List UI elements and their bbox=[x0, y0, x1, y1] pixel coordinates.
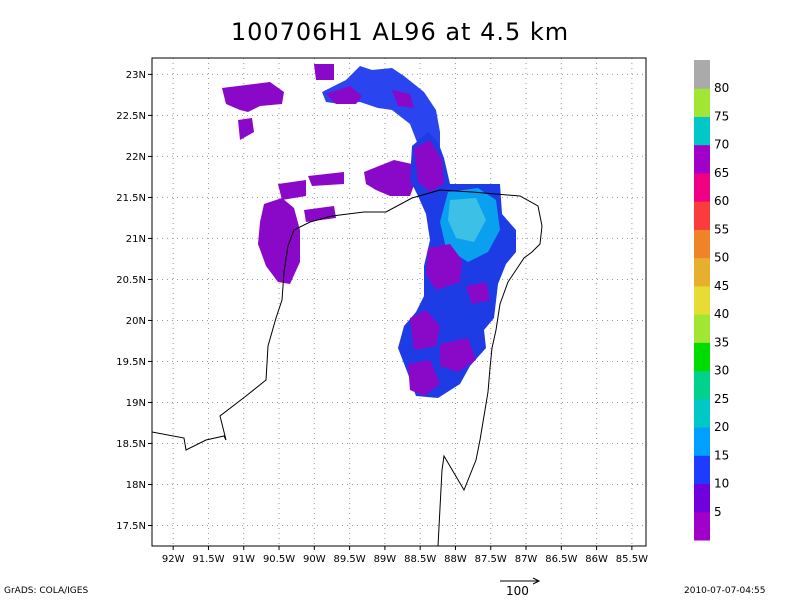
longitude-label: 92W bbox=[162, 554, 185, 565]
colorbar-label: 80 bbox=[714, 81, 729, 95]
latitude-label: 18N bbox=[126, 480, 146, 491]
colorbar-label: 35 bbox=[714, 335, 729, 349]
colorbar-swatch bbox=[694, 88, 710, 117]
colorbar-label: 20 bbox=[714, 420, 729, 434]
latitude-label: 22N bbox=[126, 152, 146, 163]
footer-credit: GrADS: COLA/IGES bbox=[4, 586, 89, 596]
colorbar-label: 75 bbox=[714, 109, 729, 123]
colorbar-label: 60 bbox=[714, 194, 729, 208]
longitude-label: 85.5W bbox=[616, 554, 648, 565]
colorbar-label: 70 bbox=[714, 138, 729, 152]
shade-region bbox=[448, 198, 486, 242]
latitude-label: 17.5N bbox=[116, 521, 146, 532]
longitude-label: 88.5W bbox=[404, 554, 436, 565]
colorbar-label: 40 bbox=[714, 307, 729, 321]
latitude-label: 20N bbox=[126, 316, 146, 327]
colorbar-label: 30 bbox=[714, 364, 729, 378]
colorbar-swatch bbox=[694, 370, 710, 400]
latitude-label: 22.5N bbox=[116, 111, 146, 122]
longitude-label: 87W bbox=[515, 554, 538, 565]
plot-frame bbox=[151, 57, 647, 547]
longitude-labels: 92W 91.5W 91W 90.5W 90W 89.5W 89W 88.5W 88W 87.5W… bbox=[162, 546, 648, 565]
longitude-label: 88W bbox=[444, 554, 467, 565]
colorbar-swatch bbox=[694, 144, 710, 174]
shade-region bbox=[304, 206, 336, 222]
latitude-label: 19N bbox=[126, 398, 146, 409]
colorbar-swatch bbox=[694, 60, 710, 89]
shade-region bbox=[258, 198, 300, 284]
longitude-label: 89W bbox=[374, 554, 397, 565]
colorbar-swatch bbox=[694, 427, 710, 456]
shade-region bbox=[364, 160, 416, 196]
longitude-label: 86.5W bbox=[545, 554, 577, 565]
footer-timestamp: 2010-07-07-04:55 bbox=[684, 586, 766, 596]
colorbar-swatch bbox=[694, 172, 710, 202]
longitude-label: 90.5W bbox=[263, 554, 295, 565]
colorbar-swatch bbox=[694, 257, 710, 287]
colorbar-swatch bbox=[694, 342, 710, 372]
shade-region bbox=[314, 64, 334, 80]
coastline bbox=[152, 189, 543, 546]
shade-region bbox=[278, 180, 306, 200]
colorbar-label: 65 bbox=[714, 166, 729, 180]
longitude-label: 91.5W bbox=[192, 554, 224, 565]
vector-scale-label: 100 bbox=[506, 584, 529, 598]
wind-speed-shading bbox=[222, 64, 516, 398]
shade-region bbox=[392, 90, 414, 108]
colorbar-swatch bbox=[694, 398, 710, 428]
longitude-label: 87.5W bbox=[475, 554, 507, 565]
latitude-label: 20.5N bbox=[116, 275, 146, 286]
colorbar-label: 25 bbox=[714, 392, 729, 406]
colorbar-swatch bbox=[694, 511, 710, 541]
longitude-label: 89.5W bbox=[334, 554, 366, 565]
latitude-label: 21N bbox=[126, 234, 146, 245]
colorbar-label: 15 bbox=[714, 448, 729, 462]
shade-region bbox=[414, 140, 444, 192]
shade-region bbox=[308, 172, 344, 186]
colorbar-label: 10 bbox=[714, 477, 729, 491]
colorbar-swatch bbox=[694, 483, 710, 513]
latitude-labels: 23N 22.5N 22N 21.5N 21N 20.5N 20N 19.5N 19N 18.5N… bbox=[116, 70, 152, 532]
colorbar-label: 50 bbox=[714, 251, 729, 265]
colorbar: 5 10 15 20 25 30 35 40 45 50 55 60 65 70 75 80 bbox=[694, 60, 729, 541]
shade-region bbox=[408, 360, 440, 396]
colorbar-label: 55 bbox=[714, 222, 729, 236]
longitude-label: 86W bbox=[585, 554, 608, 565]
shade-region bbox=[426, 244, 462, 290]
latitude-label: 19.5N bbox=[116, 357, 146, 368]
map-title: 100706H1 AL96 at 4.5 km bbox=[230, 18, 570, 46]
shade-region bbox=[222, 82, 284, 112]
colorbar-swatch bbox=[694, 229, 710, 259]
vector-scale-arrow bbox=[500, 577, 541, 585]
latitude-label: 23N bbox=[126, 70, 146, 81]
shade-region bbox=[466, 282, 490, 304]
colorbar-swatch bbox=[694, 314, 710, 343]
shade-region bbox=[440, 338, 476, 372]
shade-region bbox=[238, 118, 254, 140]
longitude-label: 91W bbox=[232, 554, 255, 565]
colorbar-label: 45 bbox=[714, 279, 729, 293]
latitude-label: 18.5N bbox=[116, 439, 146, 450]
colorbar-swatch bbox=[694, 285, 710, 315]
colorbar-swatch bbox=[694, 201, 710, 230]
shade-region bbox=[410, 310, 440, 350]
colorbar-swatch bbox=[694, 116, 710, 146]
longitude-label: 90W bbox=[303, 554, 326, 565]
shade-region bbox=[326, 86, 362, 104]
map-grid bbox=[152, 58, 646, 546]
colorbar-swatch bbox=[694, 455, 710, 485]
colorbar-label: 5 bbox=[714, 505, 722, 519]
latitude-label: 21.5N bbox=[116, 193, 146, 204]
